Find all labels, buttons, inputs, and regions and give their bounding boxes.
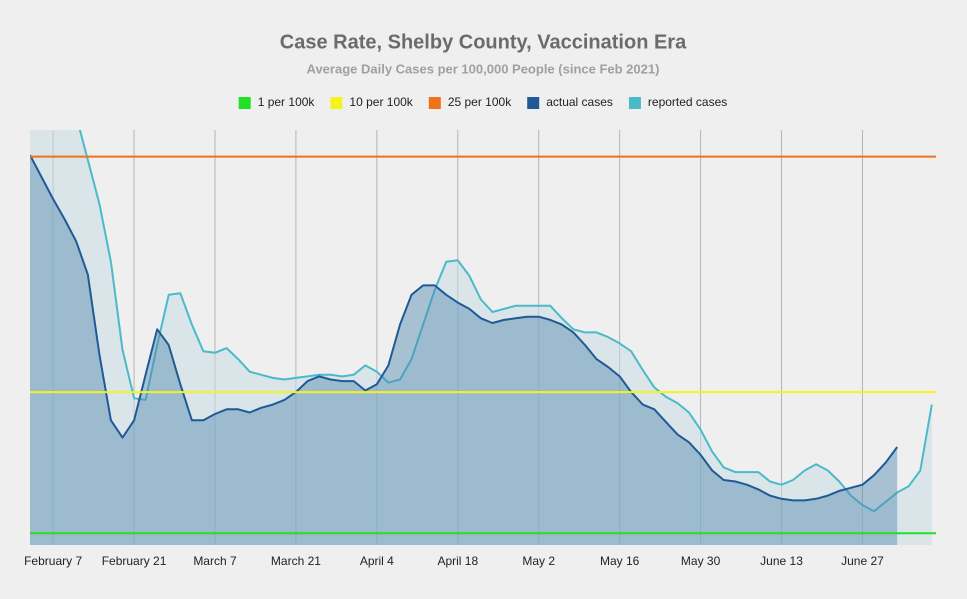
x-tick-label: June 13 <box>760 554 803 568</box>
legend-label[interactable]: actual cases <box>546 95 613 109</box>
legend-swatch[interactable] <box>330 97 343 109</box>
x-tick-label: March 21 <box>271 554 321 568</box>
chart-subtitle: Average Daily Cases per 100,000 People (… <box>307 61 660 76</box>
legend-swatch[interactable] <box>527 97 540 109</box>
chart-title: Case Rate, Shelby County, Vaccination Er… <box>280 31 687 53</box>
legend-label[interactable]: 25 per 100k <box>448 95 512 109</box>
series-line <box>30 154 899 502</box>
x-tick-label: June 27 <box>841 554 884 568</box>
x-tick-label: May 16 <box>600 554 640 568</box>
series-line <box>78 130 933 513</box>
legend-swatch[interactable] <box>238 97 251 109</box>
series-area <box>30 155 898 545</box>
legend: 1 per 100k 10 per 100k 25 per 100k actual c… <box>238 95 727 109</box>
legend-swatch[interactable] <box>428 97 441 109</box>
legend-label[interactable]: 1 per 100k <box>258 95 316 109</box>
legend-label[interactable]: reported cases <box>648 95 727 109</box>
plot-area <box>30 130 936 545</box>
x-tick-label: April 4 <box>360 554 394 568</box>
x-tick-label: April 18 <box>437 554 478 568</box>
x-tick-label: May 30 <box>681 554 721 568</box>
x-tick-label: May 2 <box>522 554 555 568</box>
x-tick-label: February 7 <box>24 554 82 568</box>
x-axis: February 7 February 21 March 7 March 21 Apri… <box>24 554 884 568</box>
x-tick-label: February 21 <box>102 554 167 568</box>
x-tick-label: March 7 <box>193 554 237 568</box>
legend-label[interactable]: 10 per 100k <box>349 95 413 109</box>
legend-swatch[interactable] <box>628 97 641 109</box>
